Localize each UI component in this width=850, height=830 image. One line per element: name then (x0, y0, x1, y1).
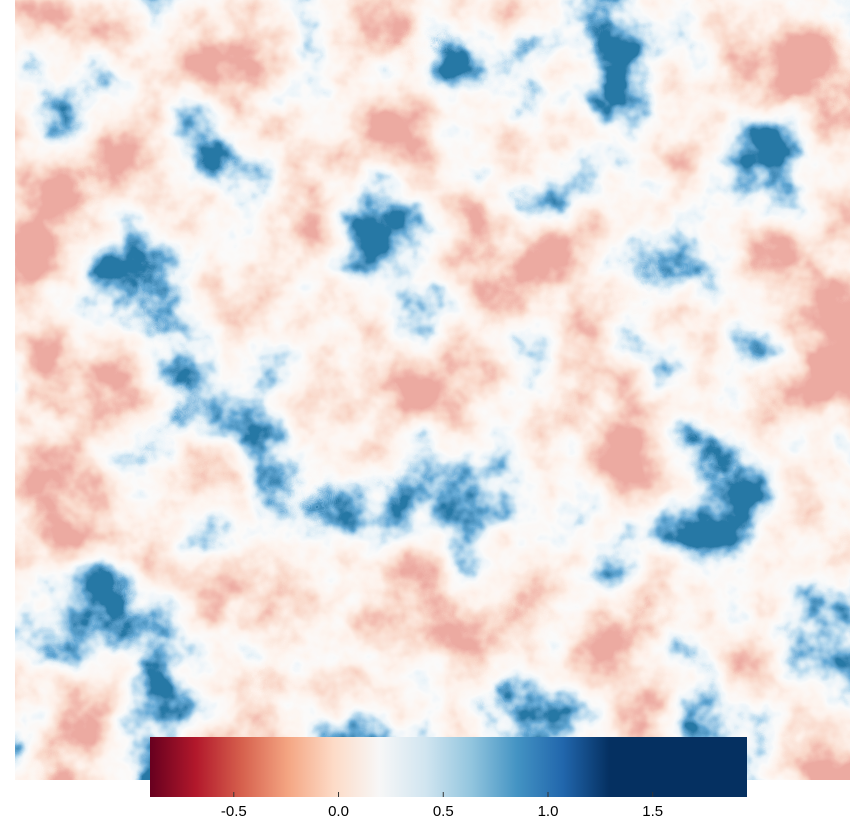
map-view: -0.5 0.0 0.5 1.0 1.5 (0, 0, 850, 825)
colorbar (150, 737, 747, 797)
terrain-raster (15, 0, 850, 780)
colorbar-tick-label: 0.5 (433, 803, 454, 820)
colorbar-tick-label: 1.5 (642, 803, 663, 820)
colorbar-tick-label: -0.5 (221, 803, 247, 820)
page: {"colorbar": {"lim": [-0.9, 1.95], "tick… (0, 0, 850, 825)
colorbar-tick-label: 0.0 (328, 803, 349, 820)
colorbar-tick-label: 1.0 (538, 803, 559, 820)
